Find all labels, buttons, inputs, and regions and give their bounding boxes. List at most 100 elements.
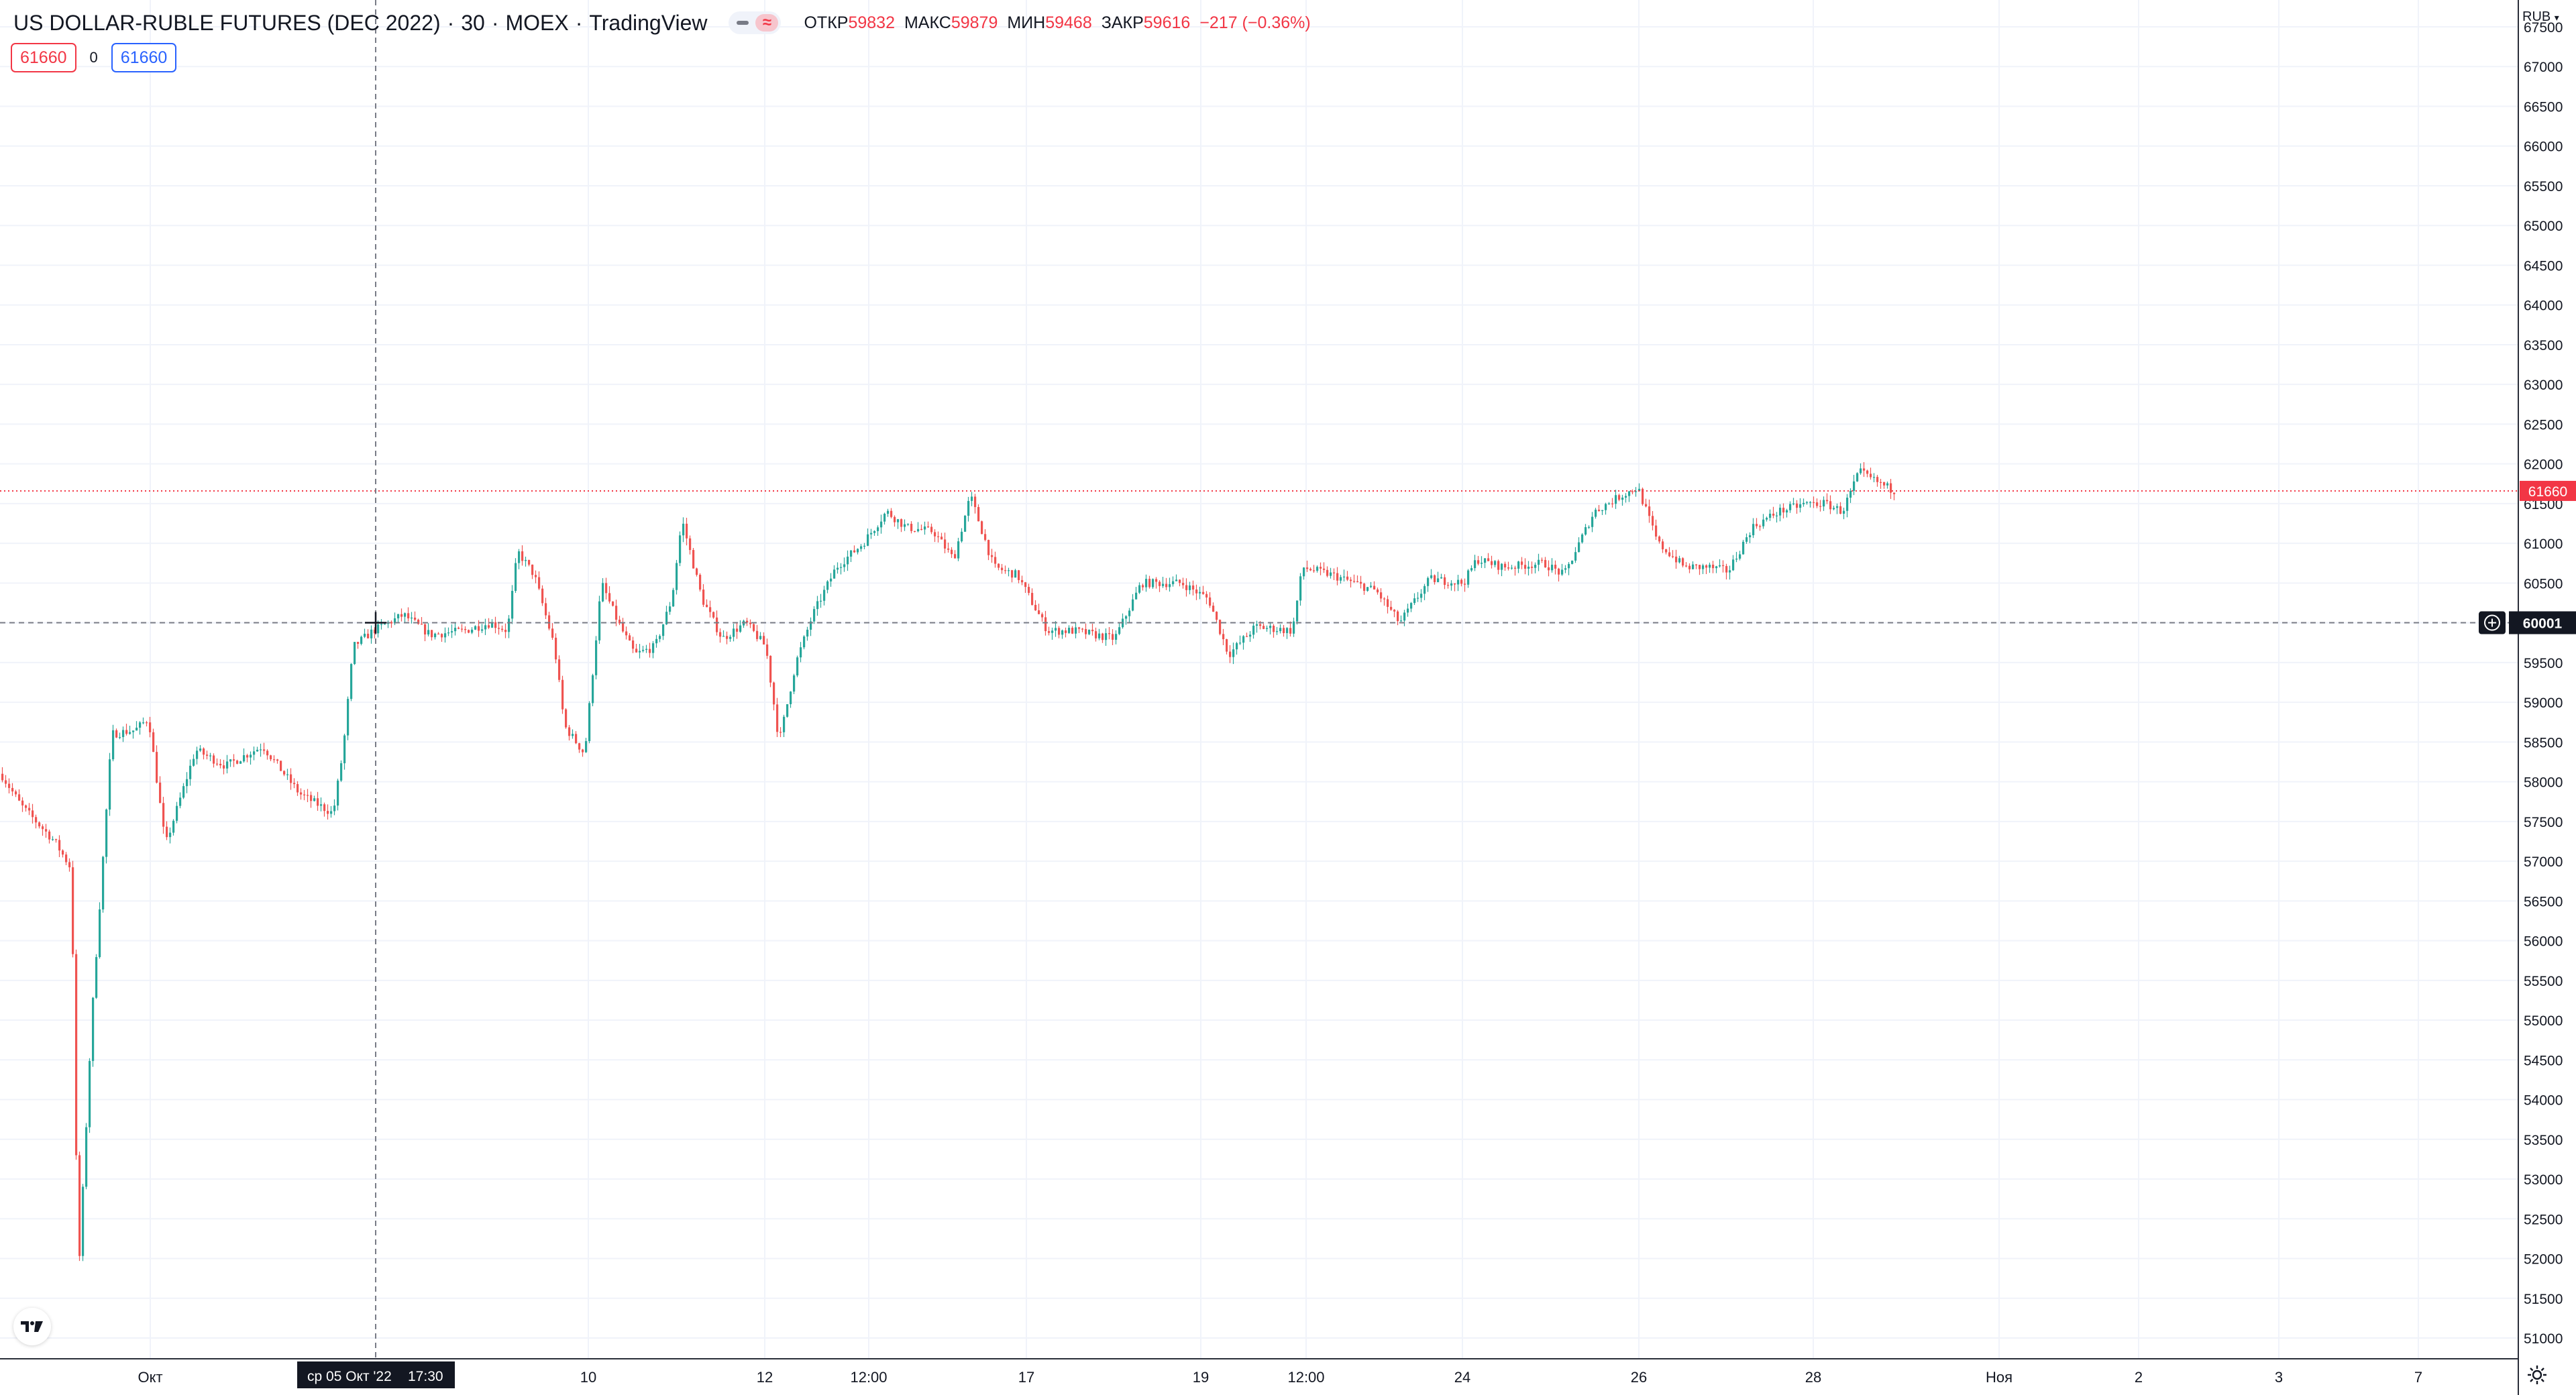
candle-down: [35, 817, 38, 823]
candle-up: [679, 535, 682, 563]
legend-toggle-button[interactable]: ≈: [729, 11, 782, 34]
candle-up: [833, 569, 836, 579]
candle-down: [28, 807, 31, 811]
candle-down: [494, 622, 497, 628]
open-label: ОТКР: [804, 13, 849, 32]
low-label: МИН: [1007, 13, 1046, 32]
candle-up: [1075, 627, 1077, 634]
currency-selector[interactable]: RUB ▾: [2522, 9, 2559, 25]
candle-down: [1219, 620, 1222, 634]
candle-down: [166, 826, 168, 838]
candle-up: [179, 797, 182, 806]
interval-label[interactable]: 30: [461, 10, 485, 35]
candle-up: [1450, 583, 1453, 586]
candle-down: [219, 763, 222, 766]
candle-down: [1397, 611, 1399, 622]
candle-up: [863, 545, 866, 547]
candle-up: [665, 612, 668, 624]
candle-down: [283, 771, 286, 775]
price-tick-label: 55000: [2524, 1013, 2563, 1029]
time-tick-label: Окт: [138, 1369, 162, 1386]
candle-up: [343, 735, 346, 764]
candle-up: [1172, 581, 1175, 585]
candle-up: [1527, 566, 1530, 569]
candle-down: [541, 588, 544, 604]
candle-down: [947, 548, 950, 550]
candle-up: [1242, 636, 1245, 643]
price-tick-label: 51500: [2524, 1292, 2563, 1307]
time-tick-label: Ноя: [1986, 1369, 2012, 1386]
candle-down: [712, 612, 715, 618]
candle-up: [1135, 592, 1138, 600]
candle-down: [1309, 569, 1312, 571]
candle-down: [1648, 506, 1651, 516]
buy-button[interactable]: 61660: [111, 43, 177, 72]
candle-up: [961, 531, 963, 542]
price-axis[interactable]: 51000 51500 52000 52500 53000 53500 54000 54500…: [2479, 0, 2576, 1395]
candle-down: [246, 755, 249, 758]
time-axis[interactable]: Окт 10 12 12:00 17 19 12:00 24 26 28 Ноя 2 3 7 ср 05 О…: [0, 1358, 2518, 1388]
symbol-title[interactable]: US DOLLAR-RUBLE FUTURES (DEC 2022): [13, 10, 441, 35]
candle-up: [92, 997, 95, 1061]
gear-icon[interactable]: [2524, 1361, 2551, 1388]
candle-down: [1142, 585, 1144, 588]
market-status-icon[interactable]: ≈: [755, 14, 779, 32]
price-tick-label: 56500: [2524, 894, 2563, 909]
candle-down: [149, 722, 152, 732]
candle-down: [998, 563, 1000, 568]
candle-up: [350, 664, 353, 700]
candle-down: [1531, 566, 1534, 568]
candle-up: [830, 578, 833, 581]
candle-down: [1665, 549, 1668, 553]
candle-up: [964, 516, 967, 532]
candle-down: [1839, 506, 1842, 514]
candle-up: [186, 779, 189, 787]
candle-up: [330, 811, 333, 814]
candle-up: [1715, 566, 1718, 569]
candle-up: [250, 755, 252, 758]
candle-down: [11, 787, 14, 792]
candle-down: [1554, 565, 1557, 569]
price-tick-label: 53000: [2524, 1172, 2563, 1188]
open-value: 59832: [848, 13, 895, 32]
candle-down: [692, 550, 695, 569]
candle-up: [682, 523, 685, 536]
candle-up: [790, 691, 792, 704]
candle-down: [1685, 565, 1688, 567]
candle-down: [1712, 564, 1715, 569]
candle-up: [1638, 488, 1641, 492]
candle-down: [461, 628, 464, 630]
sell-button[interactable]: 61660: [11, 43, 76, 72]
candle-down: [501, 628, 504, 630]
candle-down: [954, 554, 957, 559]
candle-up: [759, 636, 762, 639]
candle-up: [1886, 483, 1889, 486]
price-tick-label: 61000: [2524, 537, 2563, 552]
time-tick-label: 10: [580, 1369, 596, 1386]
candle-up: [243, 755, 246, 762]
candle-down: [1108, 633, 1111, 634]
candle-up: [481, 629, 484, 631]
candle-up: [1299, 576, 1302, 601]
candle-down: [146, 722, 148, 724]
price-tick-label: 66500: [2524, 99, 2563, 115]
candle-down: [1866, 470, 1869, 474]
candle-up: [1105, 633, 1108, 640]
candle-down: [1065, 630, 1067, 633]
add-alert-plus-icon[interactable]: [2479, 611, 2506, 634]
candle-down: [1011, 570, 1014, 578]
high-label: МАКС: [904, 13, 951, 32]
candle-down: [263, 749, 266, 751]
candle-down: [944, 539, 947, 549]
candle-up: [1286, 628, 1289, 633]
price-tick-label: 56000: [2524, 934, 2563, 950]
tradingview-logo-icon[interactable]: [13, 1308, 51, 1345]
candle-down: [1216, 612, 1218, 620]
candle-up: [260, 749, 262, 750]
candle-down: [317, 798, 319, 806]
candle-down: [367, 633, 370, 638]
candle-down: [1826, 500, 1829, 502]
time-tick-label: 2: [2135, 1369, 2143, 1386]
candle-up: [904, 524, 906, 527]
